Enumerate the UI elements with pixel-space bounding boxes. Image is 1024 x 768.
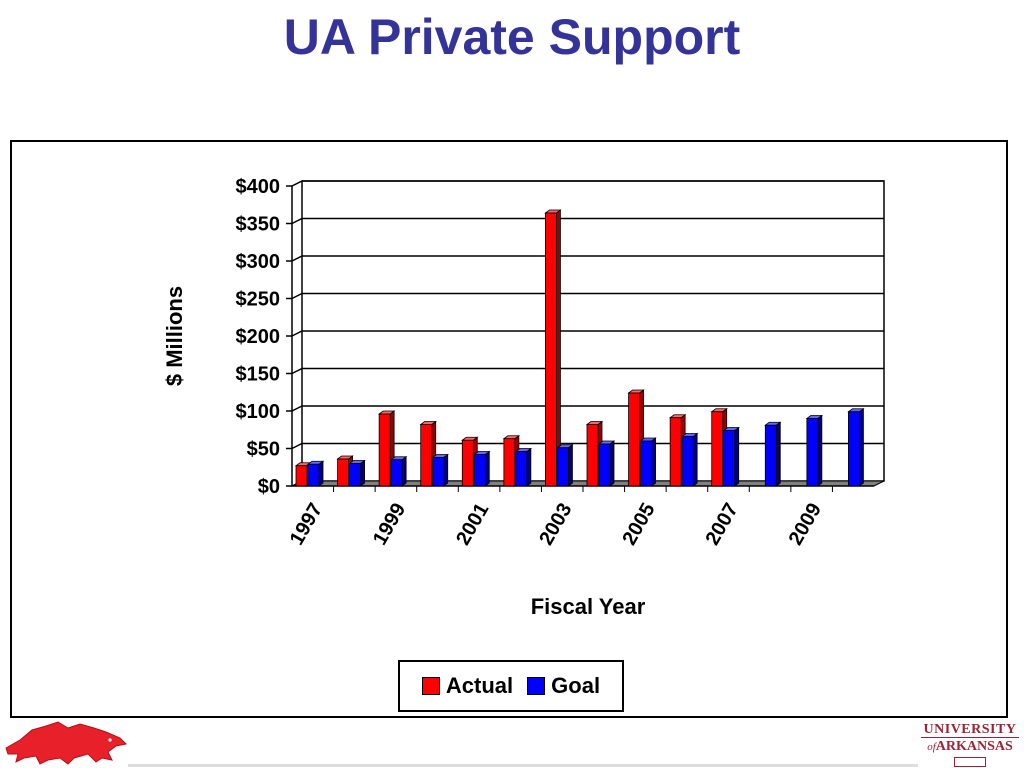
bar-side-goal-2001 xyxy=(484,450,490,487)
legend-swatch-actual xyxy=(421,677,440,695)
y-tick-label: $350 xyxy=(236,214,281,236)
bar-goal-2005 xyxy=(640,440,652,487)
y-tick-label: $250 xyxy=(236,289,281,311)
chart-legend: Actual Goal xyxy=(398,660,624,712)
bar-goal-2001 xyxy=(473,454,486,487)
gridline xyxy=(291,180,884,187)
bar-side-goal-2010 xyxy=(859,407,864,487)
x-axis-title: Fiscal Year xyxy=(531,594,646,619)
y-axis-title: $ Millions xyxy=(162,286,187,386)
y-tick-label: $100 xyxy=(236,401,281,423)
bar-goal-2009 xyxy=(806,418,819,487)
bar-actual-2006 xyxy=(669,417,682,487)
bar-goal-2006 xyxy=(681,436,694,487)
gridline xyxy=(291,367,884,375)
bar-side-goal-2000 xyxy=(443,453,449,487)
page-title: UA Private Support xyxy=(283,9,741,65)
bar-actual-2002 xyxy=(503,438,516,487)
bar-side-goal-2005 xyxy=(651,437,656,487)
bar-side-goal-2006 xyxy=(692,432,698,487)
x-tick-label: 2001 xyxy=(452,499,493,549)
bar-actual-2004 xyxy=(586,424,599,487)
legend-item-goal: Goal xyxy=(527,673,600,699)
bar-side-actual-2003 xyxy=(556,209,561,487)
x-tick-label: 2003 xyxy=(535,500,576,550)
bar-goal-2000 xyxy=(432,457,445,487)
bar-goal-2003 xyxy=(557,447,569,487)
bar-goal-2002 xyxy=(515,451,528,487)
bar-side-goal-2003 xyxy=(568,443,573,487)
bar-goal-1998 xyxy=(349,463,361,487)
bar-goal-1999 xyxy=(390,459,403,487)
bar-side-goal-2007 xyxy=(734,426,740,487)
bar-side-goal-1998 xyxy=(360,459,365,487)
bar-side-goal-1999 xyxy=(401,455,407,487)
y-tick-label: $150 xyxy=(236,364,281,386)
legend-swatch-goal xyxy=(527,677,546,695)
gridline xyxy=(291,330,884,337)
bar-actual-1997 xyxy=(295,465,308,487)
gridline xyxy=(291,292,884,300)
bar-goal-2010 xyxy=(848,411,860,487)
legend-label-actual: Actual xyxy=(445,673,514,698)
chart-frame: $0 $50 $100 $150 $200 $250 $300 $350 $400 1997 199… xyxy=(10,140,1008,718)
logo-line-arkansas: ofARKANSAS xyxy=(921,738,1019,756)
bar-side-goal-2004 xyxy=(609,440,615,487)
x-tick-label: 2007 xyxy=(702,500,743,550)
bar-goal-2008 xyxy=(764,424,777,487)
logo-line-arkansas-text: ARKANSAS xyxy=(935,739,1013,754)
bar-actual-1998 xyxy=(337,458,349,487)
y-tick-label: $0 xyxy=(258,476,280,498)
bar-actual-2001 xyxy=(461,439,474,487)
logo-line-of: of xyxy=(927,741,936,753)
bar-actual-2000 xyxy=(420,424,433,487)
bar-chart: $0 $50 $100 $150 $200 $250 $300 $350 $400 1997 199… xyxy=(162,176,885,619)
gridline xyxy=(291,255,884,262)
x-tick-label: 2009 xyxy=(785,500,826,550)
logo-seal-icon xyxy=(954,757,986,767)
bar-actual-2007 xyxy=(711,411,724,487)
university-of-arkansas-logo: UNIVERSITY ofARKANSAS xyxy=(921,722,1019,767)
x-tick-label: 2005 xyxy=(618,500,659,550)
bar-goal-1997 xyxy=(307,463,320,487)
legend-label-goal: Goal xyxy=(551,673,601,698)
bar-side-goal-1997 xyxy=(318,460,324,487)
y-tick-label: $50 xyxy=(247,439,280,461)
razorback-hog-icon xyxy=(5,721,128,765)
y-tick-label: $400 xyxy=(236,176,281,198)
bar-goal-2004 xyxy=(598,443,611,487)
x-tick-label: 1997 xyxy=(286,500,327,550)
footer-divider xyxy=(128,764,918,767)
y-tick-label: $300 xyxy=(236,251,281,273)
bar-side-goal-2008 xyxy=(775,421,781,487)
gridline xyxy=(291,217,884,225)
bar-actual-1999 xyxy=(378,413,391,487)
logo-line-university: UNIVERSITY xyxy=(921,722,1019,738)
bar-side-goal-2009 xyxy=(817,414,823,487)
bar-actual-2003 xyxy=(545,212,557,487)
bar-actual-2005 xyxy=(628,392,640,487)
bar-goal-2007 xyxy=(723,430,736,487)
gridline xyxy=(291,405,884,412)
bar-side-goal-2002 xyxy=(526,447,532,487)
legend-item-actual: Actual xyxy=(421,673,514,699)
x-tick-label: 1999 xyxy=(369,500,410,550)
y-tick-label: $200 xyxy=(236,326,281,348)
